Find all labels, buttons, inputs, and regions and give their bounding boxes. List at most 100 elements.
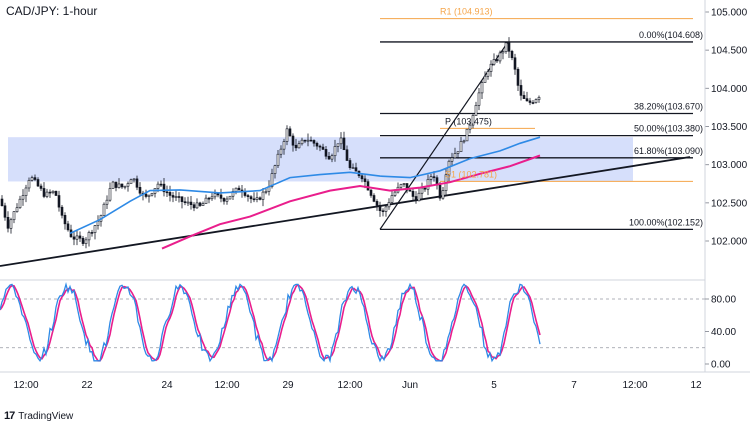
candle-body (222, 198, 226, 202)
candle-body (150, 193, 154, 196)
candle (453, 147, 457, 159)
candle-body (18, 198, 22, 209)
candle-body (339, 137, 343, 145)
candle-body (120, 183, 124, 188)
candle (495, 54, 499, 63)
candle (471, 113, 475, 129)
candle (282, 138, 286, 155)
y-axis-tick-label: 103.000 (711, 160, 748, 171)
candle (135, 175, 139, 191)
candle-body (63, 215, 67, 225)
candle-body (129, 179, 133, 184)
candle (267, 180, 271, 196)
candle-body (273, 165, 277, 174)
y-axis-tick-label: 104.500 (711, 46, 748, 57)
candle (180, 196, 184, 209)
fib-level-label: 100.00%(102.152) (629, 217, 703, 227)
y-axis-tick-label: 104.000 (711, 84, 748, 95)
candle (69, 224, 73, 238)
candle-body (123, 185, 127, 188)
candle (312, 139, 316, 147)
candle (420, 182, 424, 200)
candle (318, 144, 322, 152)
candle-body (177, 196, 181, 198)
candle-body (192, 204, 196, 209)
candle (390, 189, 394, 204)
candle-body (423, 187, 427, 190)
candle (468, 121, 472, 134)
pivot-label: R1 (104.913) (440, 7, 493, 17)
candle (498, 50, 502, 64)
candle-body (537, 97, 541, 100)
candle (72, 231, 76, 246)
candle (264, 188, 268, 195)
candle-body (48, 191, 52, 194)
candle (117, 178, 121, 189)
candle-body (261, 191, 265, 200)
candle (321, 143, 325, 151)
candle-body (498, 52, 502, 62)
candle-body (354, 167, 358, 172)
candle-body (300, 139, 304, 145)
ascending-trendline (0, 156, 691, 267)
candle (78, 231, 82, 243)
candle (81, 235, 85, 247)
candle (276, 150, 280, 168)
candle (255, 192, 259, 203)
candle-body (183, 201, 187, 203)
candle-body (501, 51, 505, 54)
candle-body (531, 102, 535, 104)
candle-body (24, 187, 28, 196)
candle (477, 88, 481, 111)
candle (198, 201, 202, 207)
candle-body (363, 178, 367, 182)
candle (387, 198, 391, 210)
candle (306, 133, 310, 147)
candle-body (441, 190, 445, 199)
candle (87, 230, 91, 247)
candle-body (57, 195, 61, 208)
candle-body (126, 183, 130, 187)
candle-body (465, 128, 469, 142)
candle (219, 188, 223, 203)
candle (459, 136, 463, 152)
candle-body (318, 145, 322, 148)
x-axis-tick-label: 12 (690, 380, 702, 391)
candle (60, 204, 64, 219)
candle-body (378, 204, 382, 212)
candle-body (516, 68, 520, 86)
candle-body (495, 59, 499, 62)
x-axis-tick-label: 12:00 (13, 380, 38, 391)
candle-body (519, 85, 523, 96)
candle (123, 185, 127, 190)
candle-body (114, 181, 118, 188)
candle (126, 181, 130, 192)
candle-body (381, 210, 385, 213)
candle (342, 131, 346, 151)
candle-body (102, 203, 106, 216)
candle (462, 139, 466, 144)
candle-body (66, 223, 70, 231)
footer-brand[interactable]: 17 TradingView (4, 410, 73, 422)
candle (234, 187, 238, 195)
stoch-axis-tick-label: 0.00 (711, 360, 731, 371)
candle-body (351, 167, 355, 169)
candle (297, 140, 301, 149)
candle-body (348, 160, 352, 168)
candle (366, 179, 370, 191)
candle (0, 195, 4, 207)
candle-body (174, 196, 178, 198)
candle (492, 53, 496, 66)
candle-body (384, 206, 388, 212)
candle (177, 192, 181, 203)
candle-body (420, 187, 424, 194)
candle (273, 164, 277, 179)
candle (351, 163, 355, 169)
candle (84, 237, 88, 249)
candle (27, 177, 31, 192)
candle (105, 195, 109, 210)
candle-body (156, 183, 160, 189)
candle (45, 188, 49, 199)
candle-body (243, 191, 247, 196)
